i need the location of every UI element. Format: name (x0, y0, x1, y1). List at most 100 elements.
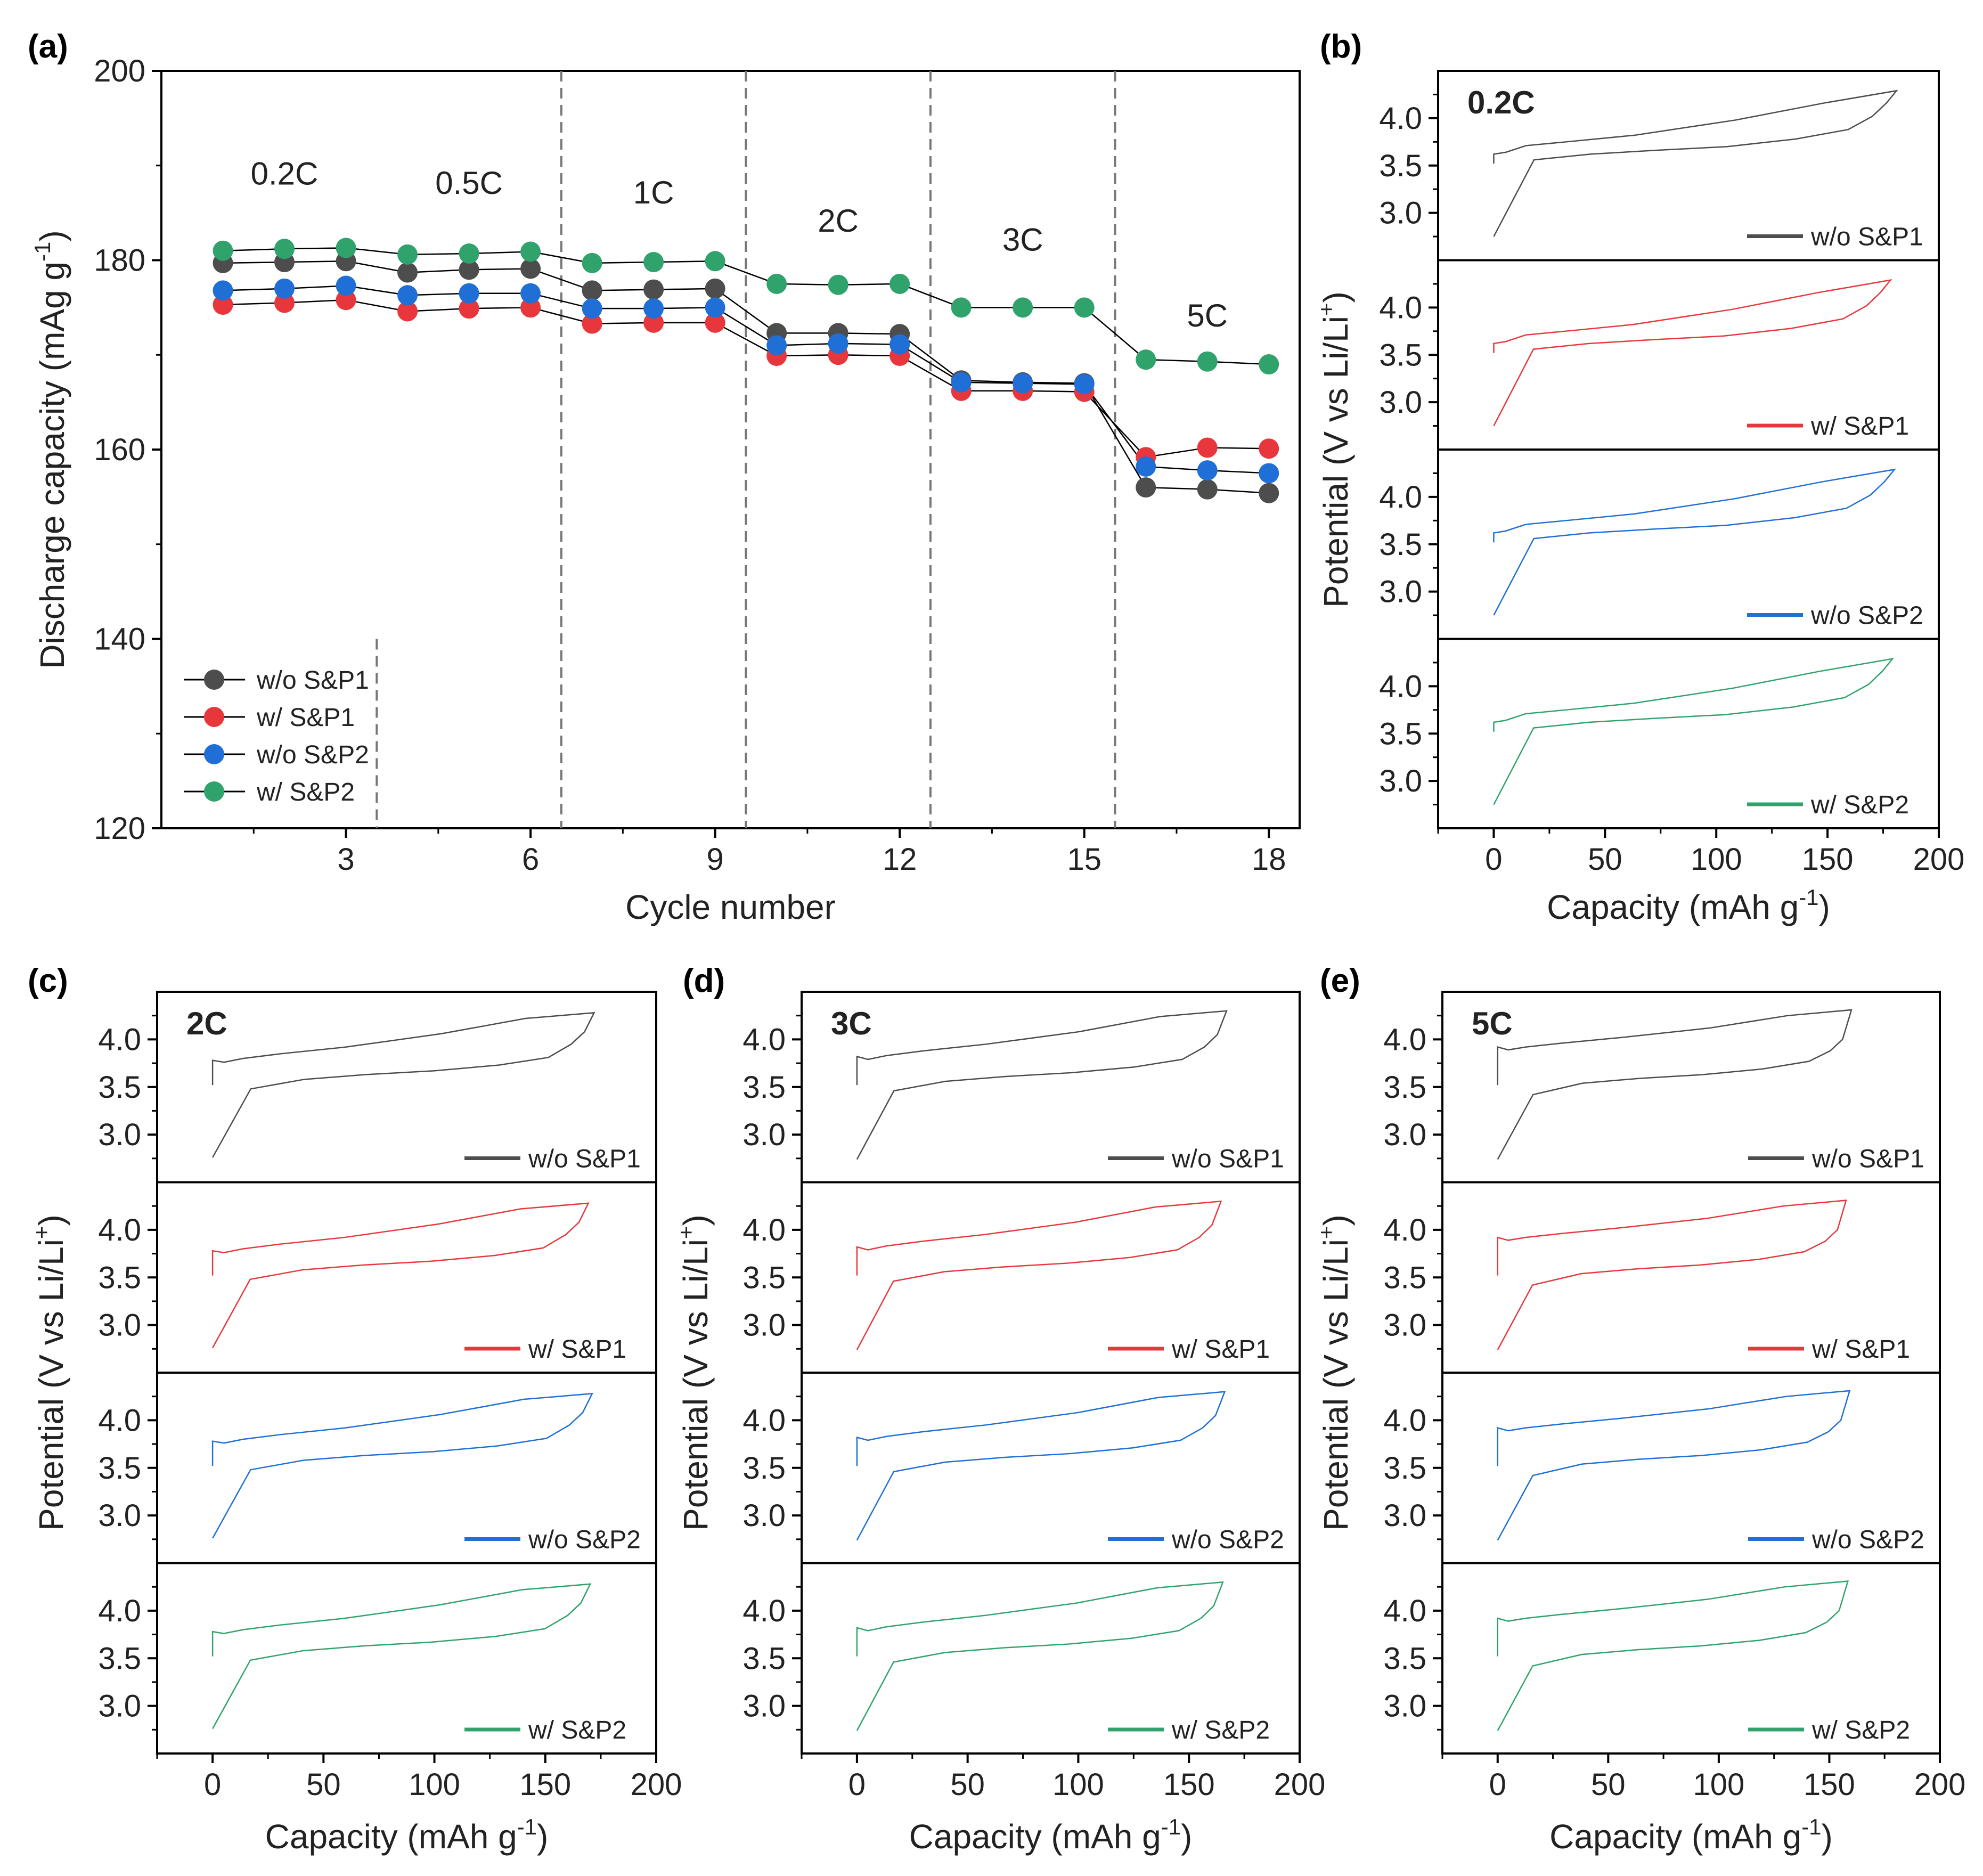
data-point-s0 (459, 259, 479, 280)
data-point-s0 (582, 280, 602, 301)
voltage-curve-d-2 (856, 1391, 1226, 1541)
y-axis-title-e: Potential (V vs Li/Li+) (1313, 1214, 1355, 1531)
data-point-s2 (274, 278, 295, 299)
x-tick-label-c: 50 (306, 1767, 341, 1802)
x-tick-label-a: 18 (1252, 842, 1286, 877)
y-tick-label-e: 4.0 (1383, 1594, 1426, 1628)
y-tick-label-a: 140 (94, 622, 145, 657)
y-tick-label-e: 3.0 (1383, 1689, 1426, 1724)
x-tick-label-a: 12 (883, 842, 917, 877)
data-point-s2 (1136, 456, 1156, 477)
data-point-s0 (1259, 483, 1279, 503)
legend-label: w/ S&P1 (1810, 412, 1909, 441)
legend-label: w/o S&P1 (528, 1145, 641, 1173)
x-tick-label-b: 0 (1485, 842, 1502, 877)
data-point-s2 (1259, 463, 1279, 484)
x-tick-label-e: 50 (1591, 1767, 1626, 1802)
rate-label: 1C (633, 175, 674, 210)
voltage-curve-c-2 (211, 1392, 593, 1539)
data-point-s3 (705, 251, 725, 272)
x-tick-label-b: 100 (1691, 842, 1742, 877)
data-point-s3 (213, 240, 233, 261)
y-axis-title-c: Potential (V vs Li/Li+) (29, 1214, 70, 1531)
x-axis-title-e-close: ) (1822, 1817, 1833, 1856)
y-tick-label-c: 4.0 (98, 1403, 141, 1438)
voltage-curve-e-3 (1497, 1580, 1849, 1731)
y-tick-label-c: 3.5 (98, 1451, 141, 1486)
data-point-s1 (213, 295, 233, 315)
y-tick-label-d: 3.5 (742, 1451, 786, 1486)
data-point-s2 (705, 297, 725, 318)
panel-label-b: (b) (1320, 28, 1362, 65)
legend-label: w/o S&P2 (1811, 1526, 1924, 1554)
data-point-s2 (1074, 374, 1095, 395)
legend-label: w/ S&P2 (1811, 1716, 1910, 1744)
x-tick-label-a: 3 (337, 842, 354, 877)
x-tick-label-d: 150 (1163, 1767, 1215, 1802)
x-axis-title-b-close: ) (1819, 888, 1830, 926)
voltage-curve-e-2 (1497, 1390, 1851, 1541)
data-point-s3 (828, 274, 848, 295)
panel-label-d: (d) (683, 963, 725, 999)
y-tick-label-c: 3.0 (98, 1308, 141, 1343)
y-axis-title-e-sup: + (1313, 1226, 1339, 1239)
voltage-curve-d-1 (856, 1200, 1222, 1350)
voltage-curve-b-3 (1493, 658, 1895, 805)
y-tick-label-d: 3.5 (742, 1641, 786, 1676)
rate-label: 0.5C (435, 165, 503, 201)
x-tick-label-a: 9 (706, 842, 723, 877)
data-point-s3 (1197, 351, 1218, 372)
x-axis-title-e-main: Capacity (mAh g (1549, 1817, 1801, 1856)
series-line-0 (223, 260, 1269, 494)
x-tick-label-e: 100 (1693, 1767, 1744, 1802)
y-tick-label-c: 3.0 (98, 1689, 141, 1724)
rate-label-e: 5C (1472, 1006, 1513, 1041)
x-tick-label-d: 50 (950, 1767, 985, 1802)
legend-label: w/ S&P1 (1171, 1335, 1270, 1364)
legend-label: w/ S&P1 (256, 704, 355, 732)
data-point-s0 (643, 279, 664, 300)
y-tick-label-e: 3.5 (1383, 1070, 1426, 1105)
y-tick-label-d: 3.0 (742, 1689, 786, 1724)
y-axis-title-c-main: Potential (V vs Li/Li (32, 1239, 70, 1531)
legend-marker (204, 670, 224, 690)
x-axis-title-b: Capacity (mAh g-1) (1547, 885, 1830, 926)
y-axis-title-e-close: ) (1317, 1214, 1355, 1226)
panel-c: (c) 3.0 3.5 4.0 w/o S&P1 3.0 3.5 4.0 w/ S&P1 3.0 3… (28, 963, 682, 1856)
y-tick-label-c: 4.0 (98, 1213, 141, 1247)
data-point-s2 (766, 335, 787, 356)
y-tick-label-e: 3.5 (1383, 1451, 1426, 1486)
panel-a: (a) 120 140 160 180 200 3 6 9 12 15 18 Cycle number D… (28, 28, 1301, 926)
series-line-3 (223, 247, 1269, 365)
x-axis-title-c-close: ) (537, 1817, 548, 1856)
data-point-s2 (582, 298, 602, 319)
rate-label-c: 2C (186, 1006, 227, 1041)
y-tick-label-e: 3.5 (1383, 1641, 1426, 1676)
y-tick-label-b: 3.0 (1379, 196, 1422, 231)
y-tick-label-d: 3.0 (742, 1308, 786, 1343)
y-tick-label-d: 4.0 (742, 1594, 786, 1628)
data-point-s1 (582, 313, 602, 334)
data-point-s2 (459, 283, 479, 304)
x-tick-label-b: 50 (1588, 842, 1622, 877)
y-tick-label-b: 3.0 (1379, 575, 1422, 609)
panel-d: (d) 3.0 3.5 4.0 w/o S&P1 3.0 3.5 4.0 w/ S&P1 3.0 3… (673, 963, 1325, 1856)
legend-label: w/o S&P1 (1810, 223, 1923, 251)
y-tick-label-e: 4.0 (1383, 1022, 1426, 1057)
legend-marker (204, 707, 224, 727)
x-tick-label-c: 150 (519, 1767, 571, 1802)
voltage-curve-d-3 (856, 1581, 1224, 1731)
y-axis-title-c-sup: + (29, 1226, 54, 1239)
data-point-s3 (520, 241, 541, 262)
data-point-s3 (890, 273, 910, 294)
y-axis-title-b-main: Potential (V vs Li/Li (1317, 316, 1355, 608)
y-axis-title-a-sup: -1 (30, 242, 55, 262)
data-point-s0 (1197, 479, 1218, 500)
data-point-s1 (1259, 438, 1279, 459)
panel-label-c: (c) (28, 963, 68, 999)
data-point-s1 (520, 297, 541, 318)
legend-label: w/o S&P2 (1171, 1526, 1284, 1554)
y-tick-label-d: 4.0 (742, 1403, 786, 1438)
data-point-s1 (397, 301, 418, 322)
